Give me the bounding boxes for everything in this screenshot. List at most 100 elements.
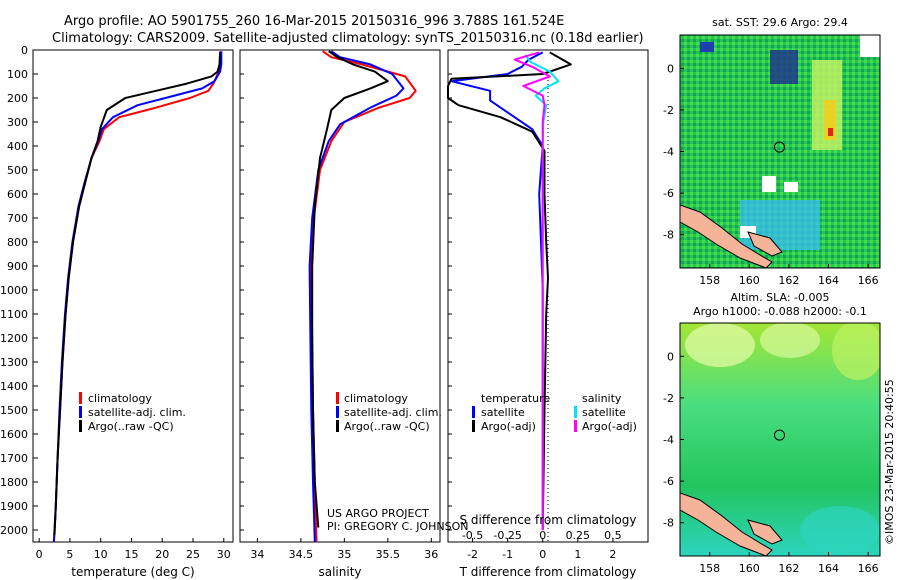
difference-series: [447, 51, 572, 531]
difference-temperature-legend: temperature satellite Argo(-adj): [472, 392, 550, 433]
sst-map-field: [680, 35, 880, 268]
legend-t-argo-label: Argo(-adj): [481, 420, 536, 433]
depth-tick-label: 600: [7, 188, 28, 201]
t-difference-x-ticks: -2 -1 0 1 2: [467, 538, 616, 561]
sst-land: [680, 204, 773, 268]
sla-x-ticks: 158 160 162 164 166: [699, 552, 879, 575]
map-x-tick-label: 160: [739, 274, 760, 287]
legend-s-sat-label: satellite: [582, 406, 626, 419]
sla-y-ticks: 0 -2 -4 -6 -8: [663, 350, 684, 530]
temperature-panel-frame: [32, 49, 234, 543]
map-y-tick-label: 0: [667, 62, 674, 75]
salinity-xlabel: salinity: [318, 565, 361, 579]
depth-tick-label: 0: [21, 44, 28, 57]
satellite-adj-clim-line: [52, 51, 223, 543]
salinity-panel-frame: [239, 49, 441, 543]
map-y-tick-label: -8: [663, 517, 674, 530]
map-y-tick-label: -8: [663, 229, 674, 242]
sla-map-field: [680, 323, 880, 556]
imos-credit: ©IMOS 23-Mar-2015 20:40:55: [883, 379, 896, 545]
legend-sat-label: satellite-adj. clim.: [344, 406, 442, 419]
sst-land: [747, 231, 783, 257]
salinity-x-ticks: 34 34.5 35 35.5 36: [250, 538, 438, 561]
satellite-adj-clim-line: [308, 50, 405, 543]
s-tick-label: -0.5: [462, 529, 483, 542]
depth-tick-label: 1800: [0, 476, 28, 489]
temperature-series: [52, 51, 223, 543]
legend-sat-swatch: [79, 406, 82, 418]
x-tick-label: -1: [502, 548, 513, 561]
depth-tick-label: 200: [7, 92, 28, 105]
header-line1: Argo profile: AO 5901755_260 16-Mar-2015…: [64, 14, 564, 29]
temperature-legend: climatology satellite-adj. clim. Argo(..…: [79, 392, 186, 433]
depth-tick-label: 900: [7, 260, 28, 273]
climatology-line: [52, 51, 222, 543]
s-tick-label: 0.25: [566, 529, 591, 542]
s-tick-label: 0.5: [604, 529, 622, 542]
x-tick-label: 25: [186, 548, 200, 561]
legend-t-argo-swatch: [472, 420, 475, 432]
map-y-tick-label: -2: [663, 392, 674, 405]
depth-tick-label: 1700: [0, 452, 28, 465]
legend-t-title: temperature: [481, 392, 550, 405]
temperature-x-ticks: 0 5 10 15 20 25 30: [36, 538, 231, 561]
map-y-tick-label: -4: [663, 434, 674, 447]
depth-tick-label: 1300: [0, 356, 28, 369]
argo-raw-qc-line: [53, 52, 222, 535]
depth-tick-label: 1100: [0, 308, 28, 321]
x-tick-label: 10: [94, 548, 108, 561]
temperature-xlabel: temperature (deg C): [71, 565, 194, 579]
map-x-tick-label: 162: [778, 274, 799, 287]
map-x-tick-label: 162: [778, 562, 799, 575]
legend-t-sat-label: satellite: [481, 406, 525, 419]
depth-tick-label: 1200: [0, 332, 28, 345]
depth-tick-label: 400: [7, 140, 28, 153]
x-tick-label: 20: [155, 548, 169, 561]
legend-sat-swatch: [336, 406, 339, 418]
legend-argo-label: Argo(..raw -QC): [88, 420, 174, 433]
s-tick-label: 0: [539, 529, 546, 542]
depth-tick-label: 800: [7, 236, 28, 249]
project-annotation: US ARGO PROJECT: [327, 507, 429, 520]
depth-tick-label: 1900: [0, 500, 28, 513]
legend-argo-label: Argo(..raw -QC): [344, 420, 430, 433]
sst-cold-patch: [770, 50, 798, 84]
x-tick-label: 2: [609, 548, 616, 561]
depth-tick-label: 100: [7, 68, 28, 81]
salinity-argo-adj-line: [513, 51, 551, 530]
map-y-tick-label: -6: [663, 187, 674, 200]
sst-missing-cell: [762, 176, 776, 192]
sst-map-title: sat. SST: 29.6 Argo: 29.4: [712, 16, 848, 29]
x-tick-label: 1: [574, 548, 581, 561]
depth-tick-label: 2000: [0, 524, 28, 537]
legend-sat-label: satellite-adj. clim.: [88, 406, 186, 419]
argo-raw-qc-line: [311, 50, 389, 528]
s-difference-x-ticks: -0.5 -0.25 0 0.25 0.5: [462, 529, 622, 542]
depth-tick-label: 1000: [0, 284, 28, 297]
x-tick-label: -2: [467, 548, 478, 561]
s-difference-xlabel: S difference from climatology: [460, 513, 637, 527]
legend-s-sat-swatch: [574, 406, 577, 418]
legend-clim-swatch: [336, 392, 339, 404]
salinity-series: [308, 50, 417, 543]
sst-missing-cell: [860, 35, 880, 57]
temperature-argo-adj-line: [447, 51, 572, 531]
sla-high-patch: [760, 323, 820, 358]
legend-clim-label: climatology: [344, 392, 408, 405]
sla-high-patch: [832, 323, 880, 380]
sla-map-title: Altim. SLA: -0.005: [730, 291, 829, 304]
map-x-tick-label: 164: [818, 562, 839, 575]
sst-cold-patch: [700, 42, 714, 52]
depth-tick-label: 700: [7, 212, 28, 225]
x-tick-label: 0: [36, 548, 43, 561]
difference-salinity-legend: salinity satellite Argo(-adj): [574, 392, 637, 433]
map-y-tick-label: -4: [663, 146, 674, 159]
legend-s-title: salinity: [582, 392, 622, 405]
sla-land: [747, 519, 783, 545]
sst-x-ticks: 158 160 162 164 166: [699, 264, 879, 287]
sla-argo-location-marker: [773, 429, 785, 441]
s-tick-label: -0.25: [493, 529, 521, 542]
sla-map-subtitle: Argo h1000: -0.088 h2000: -0.1: [693, 305, 867, 318]
map-y-tick-label: -2: [663, 104, 674, 117]
